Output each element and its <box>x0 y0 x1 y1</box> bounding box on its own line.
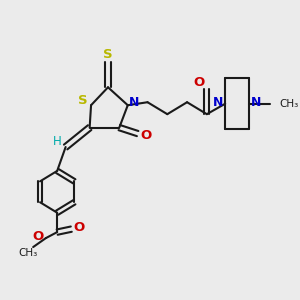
Text: CH₃: CH₃ <box>18 248 37 258</box>
Text: N: N <box>129 96 139 109</box>
Text: N: N <box>213 96 223 109</box>
Text: CH₃: CH₃ <box>279 99 299 109</box>
Text: S: S <box>103 48 113 61</box>
Text: S: S <box>78 94 87 107</box>
Text: N: N <box>251 96 261 109</box>
Text: H: H <box>53 134 62 148</box>
Text: O: O <box>74 221 85 234</box>
Text: O: O <box>140 129 151 142</box>
Text: O: O <box>193 76 205 89</box>
Text: O: O <box>32 230 44 243</box>
